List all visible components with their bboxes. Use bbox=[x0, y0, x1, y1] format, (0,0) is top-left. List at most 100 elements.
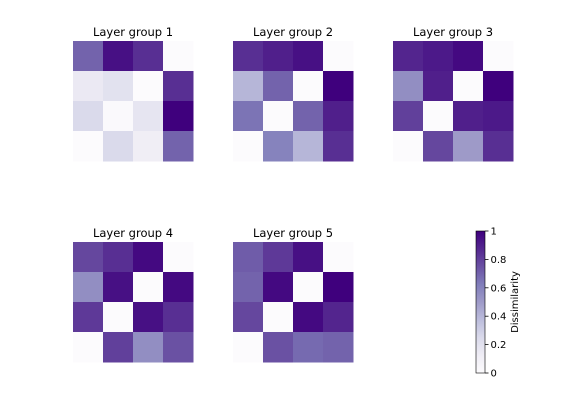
heatmap-cell bbox=[163, 101, 194, 132]
heatmap-cell bbox=[263, 332, 294, 363]
heatmap-cell bbox=[73, 101, 104, 132]
heatmap-cell bbox=[263, 101, 294, 132]
heatmap-cell bbox=[103, 101, 134, 132]
heatmap-cell bbox=[133, 242, 164, 273]
heatmap-cell bbox=[133, 131, 164, 162]
heatmap-cell bbox=[73, 272, 104, 303]
heatmap-cell bbox=[163, 302, 194, 333]
heatmap-cell bbox=[323, 242, 354, 273]
heatmap-cell bbox=[453, 41, 484, 72]
heatmap-cell bbox=[293, 242, 324, 273]
heatmap-cell bbox=[163, 242, 194, 273]
heatmap-cell bbox=[163, 131, 194, 162]
heatmap-cell bbox=[483, 71, 514, 102]
heatmap-cell bbox=[73, 71, 104, 102]
heatmap-panel-2: Layer group 2 bbox=[233, 25, 354, 162]
heatmap-cell bbox=[483, 131, 514, 162]
heatmap-cell bbox=[163, 71, 194, 102]
heatmap-cell bbox=[393, 41, 424, 72]
heatmap-cell bbox=[73, 41, 104, 72]
heatmap-cell bbox=[393, 131, 424, 162]
heatmap-cell bbox=[453, 71, 484, 102]
heatmap-cell bbox=[453, 101, 484, 132]
heatmap-cell bbox=[483, 41, 514, 72]
panel-title: Layer group 1 bbox=[93, 25, 173, 39]
heatmap-cell bbox=[293, 101, 324, 132]
heatmap-cell bbox=[233, 131, 264, 162]
heatmap-cell bbox=[423, 41, 454, 72]
heatmap-cell bbox=[263, 272, 294, 303]
heatmap-cell bbox=[323, 101, 354, 132]
colorbar-tick-label: 0.8 bbox=[491, 255, 507, 266]
heatmap-cell bbox=[103, 332, 134, 363]
heatmap-cell bbox=[73, 332, 104, 363]
heatmap-cell bbox=[233, 332, 264, 363]
heatmap-cell bbox=[133, 332, 164, 363]
heatmap-cell bbox=[423, 71, 454, 102]
heatmap-cell bbox=[103, 272, 134, 303]
heatmap-cell bbox=[133, 302, 164, 333]
heatmap-cell bbox=[263, 242, 294, 273]
heatmap-cell bbox=[133, 101, 164, 132]
colorbar-ticks: 0 0.2 0.4 0.6 0.8 1 bbox=[485, 227, 506, 380]
heatmap-panel-5: Layer group 5 bbox=[233, 226, 354, 363]
heatmap-cell bbox=[323, 71, 354, 102]
colorbar-tick-label: 0 bbox=[491, 369, 497, 380]
heatmap-panel-3: Layer group 3 bbox=[393, 25, 514, 162]
heatmap-cell bbox=[133, 272, 164, 303]
panel-title: Layer group 5 bbox=[253, 226, 333, 240]
heatmap-cell bbox=[163, 272, 194, 303]
heatmap-cell bbox=[103, 71, 134, 102]
heatmap-cell bbox=[233, 272, 264, 303]
panel-title: Layer group 3 bbox=[413, 25, 493, 39]
heatmap-cell bbox=[73, 131, 104, 162]
heatmap-cell bbox=[293, 71, 324, 102]
heatmap-cell bbox=[323, 302, 354, 333]
colorbar-tick-label: 0.2 bbox=[491, 340, 507, 351]
heatmap-cell bbox=[453, 131, 484, 162]
heatmap-panels: Layer group 1 Layer group 2 Layer group 3 L… bbox=[73, 25, 514, 363]
heatmap-cell bbox=[293, 41, 324, 72]
heatmap-cell bbox=[163, 332, 194, 363]
colorbar-gradient bbox=[475, 230, 486, 374]
heatmap-cell bbox=[103, 242, 134, 273]
colorbar: 0 0.2 0.4 0.6 0.8 1 Dissimilarity bbox=[475, 227, 521, 380]
heatmap-cell bbox=[133, 71, 164, 102]
heatmap-cell bbox=[263, 302, 294, 333]
heatmap-cell bbox=[323, 332, 354, 363]
heatmap-cell bbox=[233, 242, 264, 273]
heatmap-cell bbox=[163, 41, 194, 72]
heatmap-cell bbox=[293, 302, 324, 333]
panel-title: Layer group 2 bbox=[253, 25, 333, 39]
heatmap-cell bbox=[233, 302, 264, 333]
heatmap-cell bbox=[103, 41, 134, 72]
heatmap-cell bbox=[233, 71, 264, 102]
heatmap-cell bbox=[423, 101, 454, 132]
heatmap-cell bbox=[103, 302, 134, 333]
heatmap-cell bbox=[233, 41, 264, 72]
colorbar-tick-label: 1 bbox=[491, 227, 497, 238]
heatmap-cell bbox=[323, 131, 354, 162]
heatmap-cell bbox=[423, 131, 454, 162]
heatmap-cell bbox=[293, 131, 324, 162]
heatmap-panel-4: Layer group 4 bbox=[73, 226, 194, 363]
heatmap-cell bbox=[133, 41, 164, 72]
colorbar-tick-label: 0.6 bbox=[491, 283, 507, 294]
heatmap-cell bbox=[393, 101, 424, 132]
heatmap-cell bbox=[323, 41, 354, 72]
heatmap-cell bbox=[323, 272, 354, 303]
heatmap-cell bbox=[263, 131, 294, 162]
colorbar-tick-label: 0.4 bbox=[491, 312, 507, 323]
heatmap-panel-1: Layer group 1 bbox=[73, 25, 194, 162]
heatmap-cell bbox=[393, 71, 424, 102]
panel-title: Layer group 4 bbox=[93, 226, 173, 240]
heatmap-cell bbox=[73, 242, 104, 273]
heatmap-cell bbox=[103, 131, 134, 162]
heatmap-cell bbox=[263, 41, 294, 72]
heatmap-cell bbox=[483, 101, 514, 132]
heatmap-cell bbox=[73, 302, 104, 333]
colorbar-label: Dissimilarity bbox=[510, 271, 521, 333]
heatmap-cell bbox=[263, 71, 294, 102]
heatmap-cell bbox=[233, 101, 264, 132]
